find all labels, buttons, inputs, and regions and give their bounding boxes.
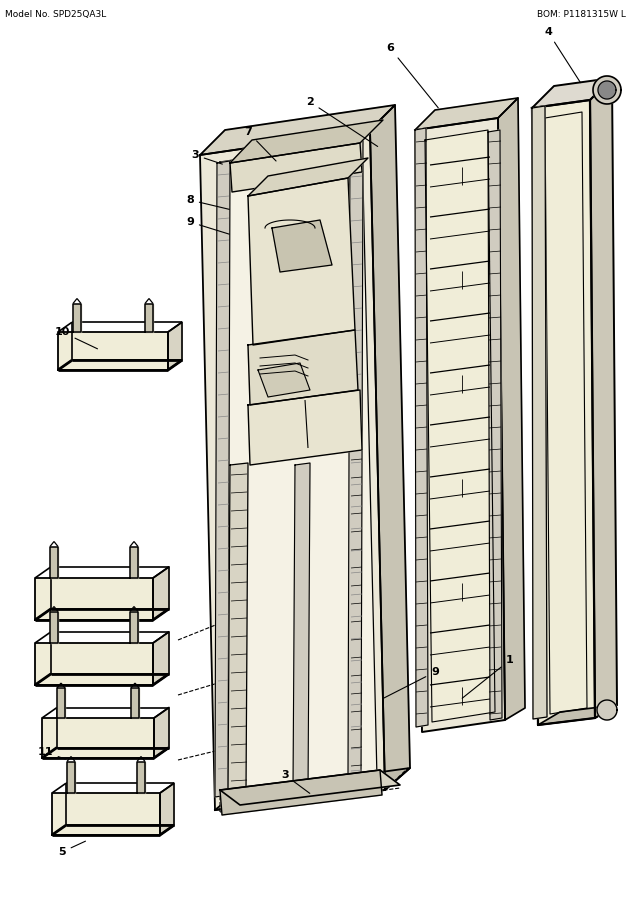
Polygon shape <box>590 78 617 718</box>
Polygon shape <box>248 178 355 345</box>
Polygon shape <box>538 705 617 725</box>
Text: 10: 10 <box>54 327 98 349</box>
Polygon shape <box>220 770 400 805</box>
Text: 6: 6 <box>386 43 439 108</box>
Polygon shape <box>425 130 495 722</box>
Polygon shape <box>160 783 174 835</box>
Polygon shape <box>415 118 505 732</box>
Text: Model No. SPD25QA3L: Model No. SPD25QA3L <box>5 10 106 19</box>
Polygon shape <box>293 463 310 792</box>
Text: 3: 3 <box>191 150 222 164</box>
Text: BOM: P1181315W L: BOM: P1181315W L <box>537 10 626 19</box>
Polygon shape <box>248 330 358 405</box>
Polygon shape <box>598 81 616 99</box>
Polygon shape <box>130 546 138 578</box>
Text: 9: 9 <box>382 667 439 698</box>
Polygon shape <box>220 140 377 798</box>
Polygon shape <box>532 106 547 719</box>
Polygon shape <box>42 718 154 758</box>
Polygon shape <box>248 158 368 196</box>
Polygon shape <box>52 793 160 835</box>
Polygon shape <box>145 303 153 332</box>
Polygon shape <box>370 105 410 790</box>
Text: 1: 1 <box>462 655 514 698</box>
Polygon shape <box>593 76 621 104</box>
Polygon shape <box>50 546 58 578</box>
Text: 5: 5 <box>58 842 85 857</box>
Polygon shape <box>153 567 169 620</box>
Polygon shape <box>230 143 362 192</box>
Text: 3: 3 <box>281 770 310 793</box>
Polygon shape <box>230 120 383 163</box>
Polygon shape <box>35 643 153 685</box>
Polygon shape <box>258 363 310 397</box>
Polygon shape <box>153 632 169 685</box>
Text: 4: 4 <box>544 27 581 83</box>
Polygon shape <box>67 761 75 793</box>
Polygon shape <box>348 141 363 781</box>
Text: 9: 9 <box>186 217 229 234</box>
Text: 2: 2 <box>306 97 378 147</box>
Polygon shape <box>154 707 169 758</box>
Polygon shape <box>35 578 153 620</box>
Polygon shape <box>200 105 395 155</box>
Polygon shape <box>215 161 230 797</box>
Polygon shape <box>137 761 145 793</box>
Polygon shape <box>532 78 612 108</box>
Polygon shape <box>168 322 182 370</box>
Polygon shape <box>58 332 168 370</box>
Polygon shape <box>215 768 410 810</box>
Polygon shape <box>415 98 518 130</box>
Text: 11: 11 <box>37 747 66 759</box>
Polygon shape <box>228 463 248 792</box>
Polygon shape <box>50 611 58 643</box>
Text: 8: 8 <box>186 195 229 210</box>
Polygon shape <box>498 98 525 720</box>
Polygon shape <box>597 700 617 720</box>
Polygon shape <box>131 688 139 718</box>
Polygon shape <box>415 128 428 727</box>
Polygon shape <box>272 220 332 272</box>
Polygon shape <box>130 611 138 643</box>
Polygon shape <box>200 130 385 810</box>
Polygon shape <box>532 100 595 725</box>
Polygon shape <box>220 770 382 815</box>
Text: 7: 7 <box>244 127 276 161</box>
Polygon shape <box>488 130 502 720</box>
Polygon shape <box>73 303 81 332</box>
Polygon shape <box>248 390 362 465</box>
Polygon shape <box>57 688 65 718</box>
